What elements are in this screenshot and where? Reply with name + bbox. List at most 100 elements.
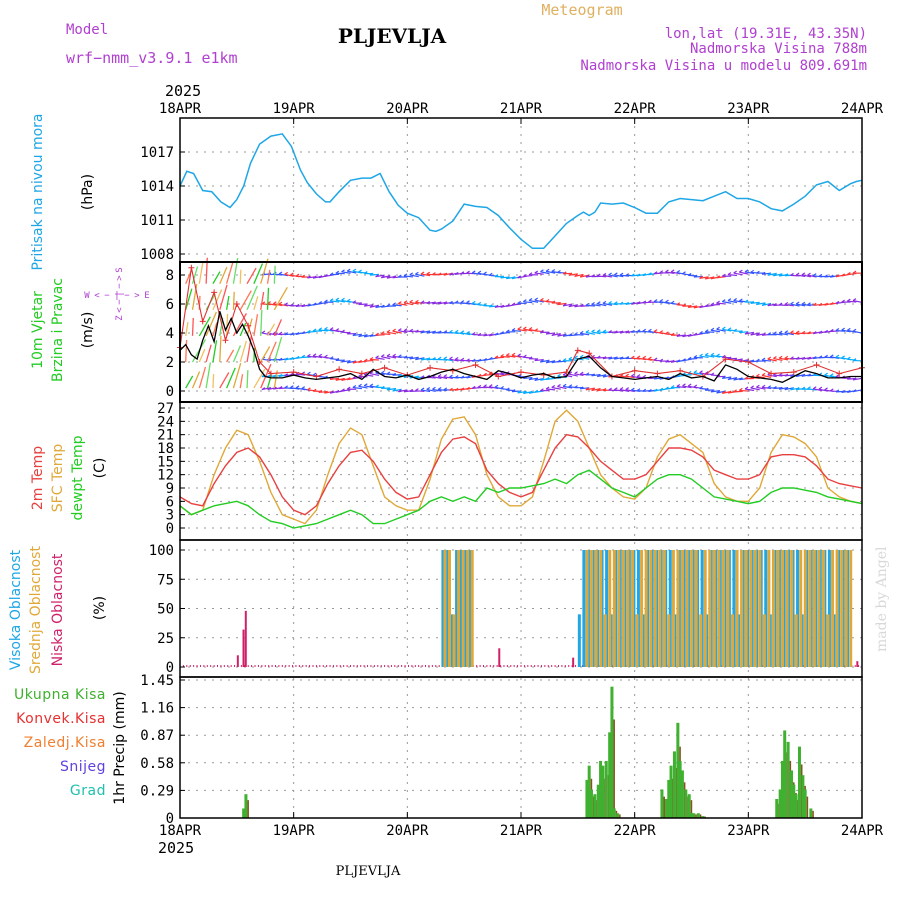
- gust-marker: [722, 356, 729, 363]
- wind-arrow-head: [534, 297, 539, 301]
- wind-arrow-head: [631, 273, 635, 277]
- wind-arrow-head: [619, 272, 624, 276]
- wind-arrow-head: [642, 328, 647, 332]
- wind-arrow-head: [272, 301, 277, 305]
- wind-arrow-head: [852, 270, 857, 274]
- wind-arrow-head: [346, 268, 351, 272]
- precip-bar: [790, 770, 794, 818]
- precip-bar: [242, 808, 246, 818]
- temperature-ytick-label: 12: [157, 468, 174, 484]
- pressure-unit: (hPa): [80, 174, 96, 210]
- cloud-bar: [817, 550, 821, 667]
- cloud-bar: [694, 550, 698, 667]
- wind-arrow-head: [301, 274, 306, 278]
- wind-arrow-strong: [225, 262, 234, 284]
- wind-arrow-head: [528, 327, 533, 330]
- wind-arrow-strong: [232, 362, 242, 389]
- wind-arrow: [358, 303, 368, 306]
- wind-arrow-head: [687, 272, 692, 276]
- wind-arrow-head: [687, 356, 692, 360]
- cloud-bar: [461, 550, 465, 667]
- precip-legend-item: Snijeg: [60, 759, 106, 775]
- gust-marker: [211, 289, 218, 296]
- wind-arrow-head: [801, 301, 806, 305]
- wind-arrow-head: [642, 388, 647, 392]
- wind-arrow-head: [432, 272, 436, 276]
- wind-arrow: [813, 388, 823, 392]
- compass-label: >: [134, 291, 140, 301]
- wind-arrow-head: [579, 330, 584, 334]
- day-label-top: 23APR: [727, 101, 770, 117]
- wind-arrow-head: [676, 359, 681, 363]
- wind-arrow: [409, 356, 419, 360]
- wind-arrow-head: [329, 327, 334, 331]
- wind-arrow-head: [369, 371, 374, 375]
- wind-arrow-head: [398, 389, 402, 393]
- wind-arrow-head: [403, 300, 408, 304]
- wind-arrow-head: [733, 377, 737, 381]
- precip-bar: [690, 813, 693, 818]
- wind-arrow: [585, 304, 595, 307]
- precipitation-ytick-label: 0.58: [140, 756, 174, 772]
- wind-arrow-head: [761, 332, 766, 336]
- wind-arrow-strong: [226, 367, 236, 389]
- gust-marker: [427, 364, 434, 371]
- wind-arrow-head: [295, 385, 300, 389]
- wind-arrow-head: [693, 370, 698, 374]
- wind-arrow-head: [369, 383, 374, 387]
- precip-bar: [664, 798, 668, 818]
- wind-arrow-head: [329, 390, 334, 394]
- wind-arrow: [602, 274, 613, 278]
- wind-arrow: [665, 271, 675, 274]
- wind-arrow-head: [460, 375, 465, 379]
- wind-arrow-head: [449, 374, 453, 378]
- wind-arrow-head: [739, 330, 743, 334]
- gust-marker: [199, 318, 206, 325]
- wind-arrow-head: [341, 269, 345, 273]
- wind-arrow: [528, 299, 539, 303]
- wind-arrow-strong: [266, 374, 273, 389]
- precip-bar: [676, 722, 680, 818]
- wind-arrow-head: [483, 333, 487, 337]
- wind-arrow-strong: [212, 271, 221, 285]
- wind-arrow-head: [466, 386, 470, 390]
- wind-arrow-head: [773, 331, 777, 335]
- wind-arrow-head: [778, 302, 783, 306]
- temperature-ytick-label: 18: [157, 441, 174, 457]
- wind-arrow: [364, 385, 374, 389]
- wind-arrow: [762, 359, 772, 362]
- wind-arrow-head: [608, 329, 612, 333]
- precip-bar: [672, 751, 676, 818]
- wind-arrow-head: [398, 274, 402, 278]
- wind-arrow-head: [761, 302, 766, 306]
- wind-arrow-head: [631, 355, 635, 359]
- temp-2m-label: 2m Temp: [30, 446, 46, 510]
- wind-arrow-head: [562, 358, 567, 362]
- wind-arrow-head: [562, 383, 567, 387]
- wind-arrow-head: [540, 329, 544, 333]
- wind-arrow-head: [636, 329, 641, 333]
- wind-arrow-head: [574, 273, 578, 277]
- wind-arrow-head: [528, 272, 533, 276]
- wind-arrow: [796, 303, 806, 307]
- cloud-bar: [608, 550, 612, 667]
- wind-arrow-head: [278, 301, 283, 305]
- wind-arrow-head: [562, 303, 567, 307]
- wind-arrow-head: [312, 372, 317, 376]
- wind-arrow: [545, 270, 556, 274]
- wind-arrow-head: [761, 384, 766, 388]
- compass-label: Z: [115, 315, 125, 321]
- wind-arrow: [551, 386, 561, 390]
- wind-arrow: [722, 301, 732, 304]
- wind-arrow-head: [852, 389, 857, 393]
- wind-arrow: [386, 387, 397, 391]
- wind-arrow-head: [278, 385, 283, 389]
- wind-arrow-head: [528, 377, 533, 381]
- wind-arrow-head: [682, 303, 686, 307]
- wind-arrow-head: [341, 377, 345, 381]
- wind-arrow: [773, 357, 783, 362]
- cloud-bar: [799, 550, 803, 667]
- wind-arrow-head: [648, 272, 652, 276]
- cloud-mid-label: Srednja Oblacnost: [28, 546, 44, 674]
